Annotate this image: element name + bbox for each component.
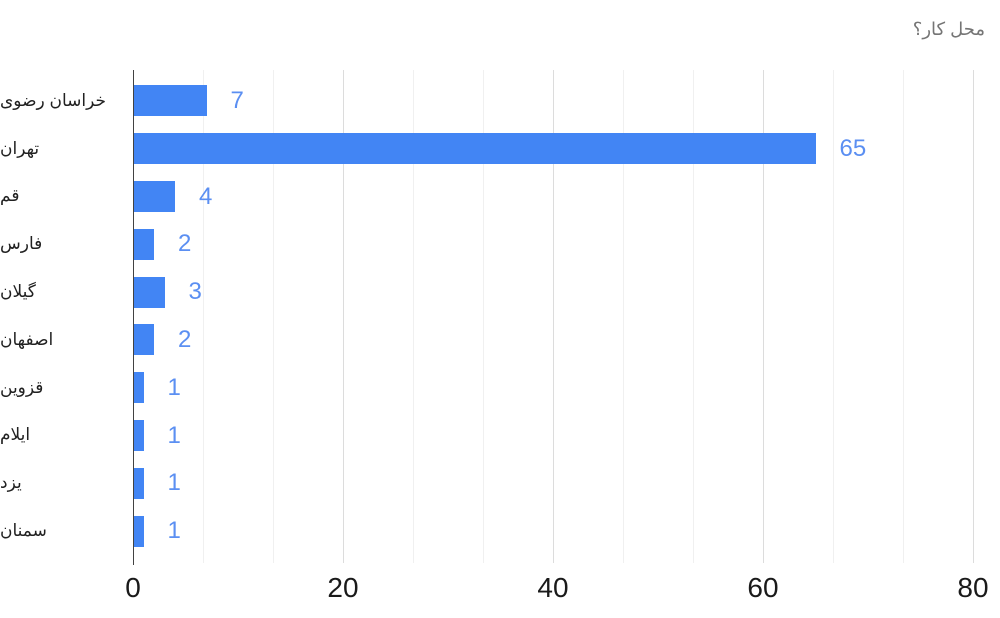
bar-value-label: 3 xyxy=(188,278,202,306)
plot-area: 7 65 4 2 3 2 1 1 1 1 xyxy=(133,70,990,563)
chart-title: محل کار؟ xyxy=(912,19,985,39)
x-tick-label: 40 xyxy=(537,572,569,603)
minor-gridline xyxy=(483,70,484,563)
bar[interactable] xyxy=(133,515,144,547)
bar-value-label: 1 xyxy=(167,421,181,449)
major-gridline xyxy=(973,70,974,563)
bar-row: 4 xyxy=(133,173,990,221)
bar[interactable] xyxy=(133,372,144,404)
bar[interactable] xyxy=(133,180,175,212)
bar[interactable] xyxy=(133,85,207,117)
minor-gridline xyxy=(903,70,904,563)
bar-value-label: 1 xyxy=(167,469,181,497)
bar[interactable] xyxy=(133,228,154,260)
minor-gridline xyxy=(273,70,274,563)
bar-row: 65 xyxy=(133,125,990,173)
bar-value-label: 1 xyxy=(167,517,181,545)
bar-row: 7 xyxy=(133,77,990,125)
bar-row: 1 xyxy=(133,412,990,460)
category-label: ایلام xyxy=(0,425,31,445)
category-label: فارس xyxy=(0,234,43,254)
bar-value-label: 2 xyxy=(178,230,192,258)
bar-value-label: 4 xyxy=(199,182,213,210)
bar-row: 1 xyxy=(133,364,990,412)
minor-gridline xyxy=(623,70,624,563)
bar[interactable] xyxy=(133,133,816,165)
minor-gridline xyxy=(693,70,694,563)
bar-row: 1 xyxy=(133,507,990,555)
minor-gridline xyxy=(833,70,834,563)
major-gridline xyxy=(763,70,764,563)
x-tick-label: 60 xyxy=(747,572,779,603)
category-label: سمنان xyxy=(0,521,47,541)
minor-gridline xyxy=(413,70,414,563)
bar-value-label: 7 xyxy=(230,87,244,114)
major-gridline xyxy=(553,70,554,563)
category-label: گیلان xyxy=(0,282,36,302)
major-gridline xyxy=(343,70,344,563)
bar-row: 2 xyxy=(133,316,990,364)
bar-row: 3 xyxy=(133,268,990,316)
category-label: یزد xyxy=(0,473,22,493)
bar[interactable] xyxy=(133,324,154,356)
category-label: تهران xyxy=(0,138,40,158)
bar[interactable] xyxy=(133,276,165,308)
bar-value-label: 1 xyxy=(167,373,181,401)
category-label: قزوین xyxy=(0,377,44,397)
bar[interactable] xyxy=(133,419,144,451)
category-label: خراسان رضوی xyxy=(0,90,106,110)
bar-value-label: 65 xyxy=(839,134,867,162)
bar-row: 1 xyxy=(133,459,990,507)
x-tick-label: 20 xyxy=(327,572,359,603)
y-axis-baseline xyxy=(133,70,134,565)
category-label: قم xyxy=(0,186,20,206)
bar[interactable] xyxy=(133,467,144,499)
bar-row: 2 xyxy=(133,220,990,268)
minor-gridline xyxy=(203,70,204,563)
category-label: اصفهان xyxy=(0,329,54,349)
bar-value-label: 2 xyxy=(178,326,192,353)
x-tick-label: 0 xyxy=(125,572,141,603)
x-tick-label: 80 xyxy=(957,572,989,603)
